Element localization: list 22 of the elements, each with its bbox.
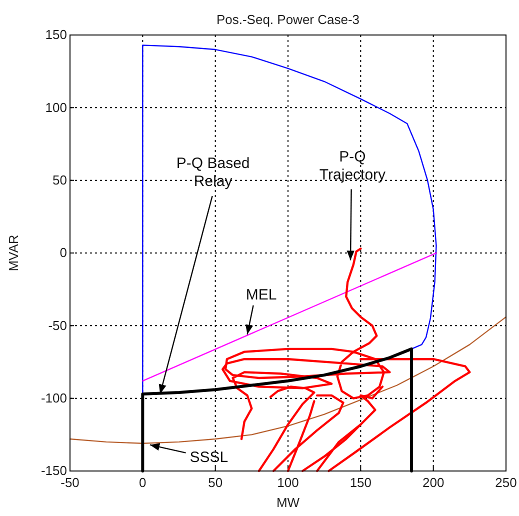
y-tick-label: -50 <box>48 318 67 333</box>
x-tick-label: 150 <box>350 475 372 490</box>
y-tick-label: -100 <box>40 390 67 406</box>
y-tick-label: 50 <box>52 172 67 188</box>
annotation: P-Q Based Relay <box>176 154 250 190</box>
x-tick-label: 50 <box>208 475 223 490</box>
x-axis-title: MW <box>276 495 300 510</box>
y-axis-title: MVAR <box>6 234 21 272</box>
x-tick-label: 250 <box>495 475 517 490</box>
annotation: P-Q Trajectory <box>319 148 386 184</box>
x-tick-label: 200 <box>422 475 444 490</box>
line-series <box>69 316 507 444</box>
annotation: SSSL <box>190 448 228 466</box>
y-tick-label: -150 <box>40 463 67 478</box>
y-tick-label: 0 <box>60 245 67 260</box>
line-series <box>142 44 437 395</box>
x-tick-label: 0 <box>139 475 146 490</box>
y-tick-label: 150 <box>45 27 67 42</box>
x-tick-label: 100 <box>277 475 299 490</box>
annotation: MEL <box>246 286 277 304</box>
chart-title: Pos.-Seq. Power Case-3 <box>216 12 360 27</box>
y-tick-label: 100 <box>45 100 67 115</box>
